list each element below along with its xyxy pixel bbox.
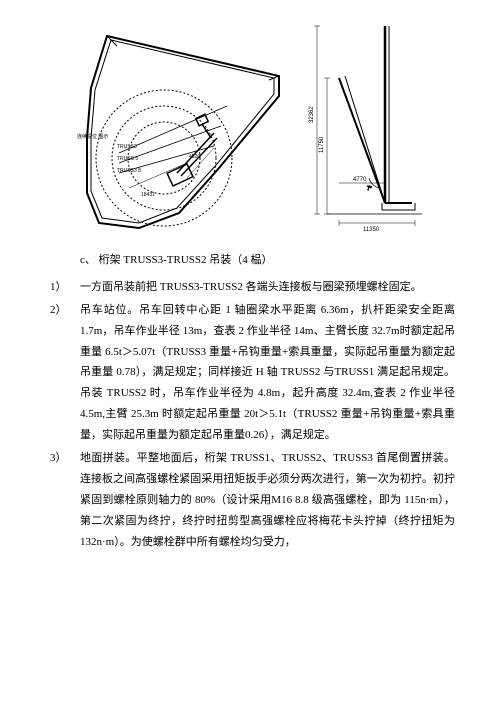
plan-dim-angle: 18431 bbox=[141, 192, 155, 198]
truss-label-3: TRUSS3 bbox=[117, 144, 137, 150]
truss-label-5: TRUSS 5 bbox=[117, 156, 138, 162]
item-number: 3） bbox=[50, 448, 80, 552]
item-number: 1） bbox=[50, 277, 80, 298]
elev-dim-base: 11350 bbox=[363, 227, 380, 233]
item-text: 一方面吊装前把 TRUSS3-TRUSS2 各端头连接板与圈梁预埋螺栓固定。 bbox=[80, 277, 455, 298]
list-item: 3） 地面拼装。平整地面后，桁架 TRUSS1、TRUSS2、TRUSS3 首尾… bbox=[50, 448, 455, 552]
section-title: c、 桁架 TRUSS3-TRUSS2 吊装（4 榀） bbox=[80, 250, 455, 271]
item-text: 地面拼装。平整地面后，桁架 TRUSS1、TRUSS2、TRUSS3 首尾倒置拼… bbox=[80, 448, 455, 552]
list-item: 1） 一方面吊装前把 TRUSS3-TRUSS2 各端头连接板与圈梁预埋螺栓固定… bbox=[50, 277, 455, 298]
item-text: 吊车站位。吊车回转中心距 1 轴圈梁水平距离 6.36m，扒杆距梁安全距离 1.… bbox=[80, 300, 455, 446]
elev-dim-4770: 4770 bbox=[353, 177, 367, 183]
truss-label-8: TRUSS3 8 bbox=[117, 168, 141, 174]
plan-label-line1: 连续投位 图示 bbox=[77, 133, 108, 140]
elev-dim-height: 32362 bbox=[309, 106, 315, 123]
item-number: 2） bbox=[50, 300, 80, 446]
list-item: 2） 吊车站位。吊车回转中心距 1 轴圈梁水平距离 6.36m，扒杆距梁安全距离… bbox=[50, 300, 455, 446]
plan-view-diagram: 连续投位 图示 TRUSS3 TRUSS 5 TRUSS3 8 18431 45… bbox=[69, 18, 289, 238]
elev-dim-top: 11750 bbox=[319, 136, 325, 153]
elevation-diagram: 7° 32362 11750 4770 11350 bbox=[297, 18, 437, 238]
plan-left-label: 连续投位 图示 bbox=[77, 133, 108, 140]
plan-dim-small: 4520 bbox=[189, 154, 200, 160]
elev-angle-mark: 7° bbox=[367, 186, 372, 192]
figure-area: 连续投位 图示 TRUSS3 TRUSS 5 TRUSS3 8 18431 45… bbox=[50, 18, 455, 238]
